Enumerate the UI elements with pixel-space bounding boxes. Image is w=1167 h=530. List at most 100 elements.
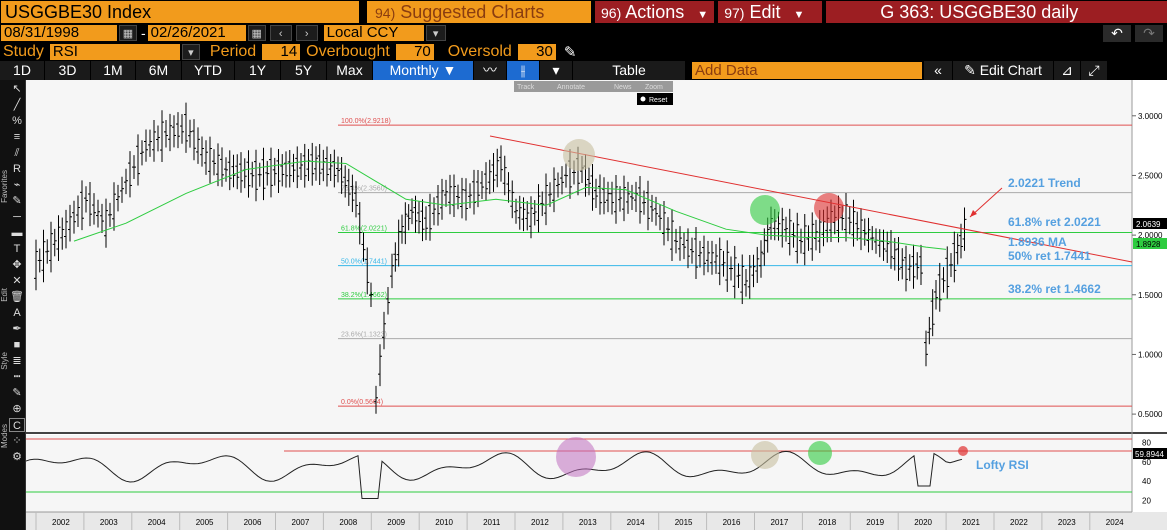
- fib382-annotation[interactable]: 38.2% ret 1.4662: [1008, 282, 1101, 296]
- dash-style-icon[interactable]: ┅: [13, 371, 21, 383]
- chevron-down-icon[interactable]: ▾: [181, 43, 200, 60]
- collapse-icon[interactable]: «: [924, 61, 952, 80]
- actions-button[interactable]: 96) Actions ▼: [595, 1, 715, 23]
- edit-button[interactable]: 97) Edit ▼: [718, 1, 823, 23]
- gear-icon[interactable]: ⚙: [12, 451, 22, 463]
- font-icon[interactable]: A: [13, 307, 21, 319]
- fill-icon[interactable]: ■: [13, 339, 21, 351]
- fullscreen-icon[interactable]: ⤢: [1081, 61, 1107, 80]
- rsi-tick-label: 60: [1142, 458, 1151, 467]
- calendar-icon[interactable]: ▦: [119, 25, 137, 41]
- price-bars: [34, 102, 967, 414]
- percent-line-icon[interactable]: %: [12, 115, 22, 127]
- brush-icon[interactable]: ⌁: [13, 179, 21, 191]
- suggested-label: Suggested Charts: [400, 2, 545, 22]
- cursor-icon[interactable]: ↖: [12, 83, 22, 95]
- trend-annotation[interactable]: 2.0221 Trend: [1008, 176, 1081, 190]
- fib-tool-icon[interactable]: ≡: [13, 131, 21, 143]
- style-label: Style: [0, 352, 9, 370]
- text-tool-icon[interactable]: T: [13, 243, 21, 255]
- x-tick-label: 2016: [723, 518, 741, 527]
- y-tick-label: 0.5000: [1138, 410, 1163, 419]
- chevron-down-icon: ▼: [697, 9, 709, 21]
- period-ytd[interactable]: YTD: [182, 61, 234, 80]
- suggested-number: 94): [375, 5, 396, 21]
- edit-chart-label: Edit Chart: [979, 62, 1042, 78]
- edit-number: 97): [724, 5, 745, 21]
- period-1y[interactable]: 1Y: [235, 61, 280, 80]
- modes-label: Modes: [0, 424, 9, 449]
- line-chart-icon[interactable]: 〰: [474, 61, 506, 80]
- rsi-y-ticks: 80 60 40 20: [1142, 439, 1151, 506]
- add-data-field[interactable]: Add Data: [692, 62, 922, 79]
- channel-icon[interactable]: ⫽: [14, 147, 20, 159]
- back-arrow-icon[interactable]: ‹: [269, 25, 292, 41]
- rsi-highlight-circle: [958, 446, 968, 456]
- pencil-icon[interactable]: ✎: [563, 43, 577, 61]
- zoom-button[interactable]: Zoom: [645, 84, 663, 91]
- x-tick-label: 2007: [292, 518, 310, 527]
- bar-chart-icon[interactable]: ⫲: [507, 61, 539, 80]
- chart-settings-icon[interactable]: ⊿: [1054, 61, 1080, 80]
- retracement-icon[interactable]: R: [13, 163, 21, 175]
- end-date-field[interactable]: 02/26/2021: [147, 25, 246, 41]
- pen-icon[interactable]: ✎: [12, 195, 22, 207]
- period-1d[interactable]: 1D: [0, 61, 44, 80]
- favorites-label: Favorites: [0, 170, 9, 203]
- suggested-charts-menu[interactable]: 94) Suggested Charts: [367, 1, 591, 23]
- reset-button[interactable]: Reset: [649, 97, 667, 104]
- edit-chart-button[interactable]: ✎ Edit Chart: [953, 61, 1053, 80]
- chevron-down-icon[interactable]: ▾: [540, 61, 572, 80]
- annotate-button[interactable]: Annotate: [557, 84, 585, 91]
- y-tick-label: 2.0000: [1138, 231, 1163, 240]
- line-tool-icon[interactable]: ╱: [13, 99, 21, 111]
- highlight-circle: [750, 195, 780, 225]
- period-5y[interactable]: 5Y: [281, 61, 326, 80]
- chevron-down-icon: ▼: [793, 9, 805, 21]
- period-label: Period: [209, 42, 257, 60]
- forward-arrow-icon[interactable]: ›: [295, 25, 318, 41]
- fib50-annotation[interactable]: 50% ret 1.7441: [1008, 249, 1091, 263]
- period-1m[interactable]: 1M: [91, 61, 135, 80]
- dots-mode-icon[interactable]: ⁘: [12, 435, 22, 447]
- move-icon[interactable]: ✥: [12, 259, 22, 271]
- calendar-icon[interactable]: ▦: [247, 25, 266, 41]
- edit-side-label: Edit: [0, 288, 9, 302]
- chart-mini-toolbar: Track Annotate News Zoom Reset: [514, 81, 673, 105]
- c-mode-icon[interactable]: C: [9, 418, 25, 432]
- rsi-highlight-circle: [751, 441, 779, 469]
- undo-icon[interactable]: ↶: [1103, 24, 1131, 42]
- trend-line[interactable]: [489, 135, 1133, 263]
- redo-icon[interactable]: ↷: [1135, 24, 1163, 42]
- delete-icon[interactable]: ✕: [12, 275, 22, 287]
- fib618-annotation[interactable]: 61.8% ret 2.0221: [1008, 215, 1101, 229]
- ma-annotation[interactable]: 1.8936 MA: [1008, 235, 1067, 249]
- rsi-annotation[interactable]: Lofty RSI: [976, 458, 1029, 472]
- period-3d[interactable]: 3D: [45, 61, 90, 80]
- start-date-field[interactable]: 08/31/1998: [1, 25, 117, 41]
- chevron-down-icon[interactable]: ▾: [425, 25, 446, 41]
- x-tick-label: 2021: [962, 518, 980, 527]
- currency-select[interactable]: Local CCY: [323, 25, 424, 41]
- title-bar: USGGBE30 Index 94) Suggested Charts 96) …: [0, 0, 1167, 24]
- draw-icon[interactable]: ✎: [12, 387, 22, 399]
- period-field[interactable]: 14: [262, 43, 301, 60]
- oversold-field[interactable]: 30: [517, 43, 556, 60]
- period-max[interactable]: Max: [327, 61, 372, 80]
- line-width-icon[interactable]: ≣: [12, 355, 22, 367]
- chart-area[interactable]: 100.0%(2.9218) 76.4%(2.3560) 61.8%(2.0221)…: [26, 80, 1167, 530]
- x-tick-label: 2002: [52, 518, 70, 527]
- news-button[interactable]: News: [614, 84, 632, 91]
- table-button[interactable]: Table: [573, 61, 685, 80]
- trash-icon[interactable]: 🗑: [10, 291, 24, 303]
- study-select[interactable]: RSI: [49, 43, 180, 60]
- overbought-field[interactable]: 70: [395, 43, 434, 60]
- track-button[interactable]: Track: [517, 84, 535, 91]
- crosshair-icon[interactable]: ⊕: [12, 403, 22, 415]
- ticker-field[interactable]: USGGBE30 Index: [1, 1, 359, 23]
- period-6m[interactable]: 6M: [136, 61, 181, 80]
- pen-style-icon[interactable]: ✒: [12, 323, 22, 335]
- hline-icon[interactable]: ─: [13, 211, 21, 223]
- ruler-icon[interactable]: ▬: [11, 227, 23, 239]
- frequency-select[interactable]: Monthly ▼: [373, 61, 473, 80]
